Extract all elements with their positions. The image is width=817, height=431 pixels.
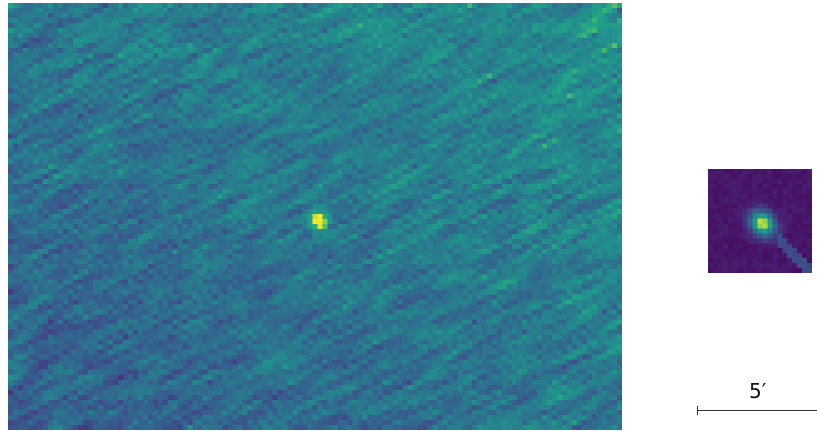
main-field-image <box>8 3 622 430</box>
cutout-heatmap <box>708 169 812 273</box>
scale-bar: 5′ <box>697 380 817 420</box>
cutout-image <box>708 169 812 273</box>
scale-bar-line <box>697 410 817 411</box>
main-field-heatmap <box>8 3 622 430</box>
scale-bar-label: 5′ <box>749 379 767 403</box>
scale-bar-tick <box>697 406 698 415</box>
